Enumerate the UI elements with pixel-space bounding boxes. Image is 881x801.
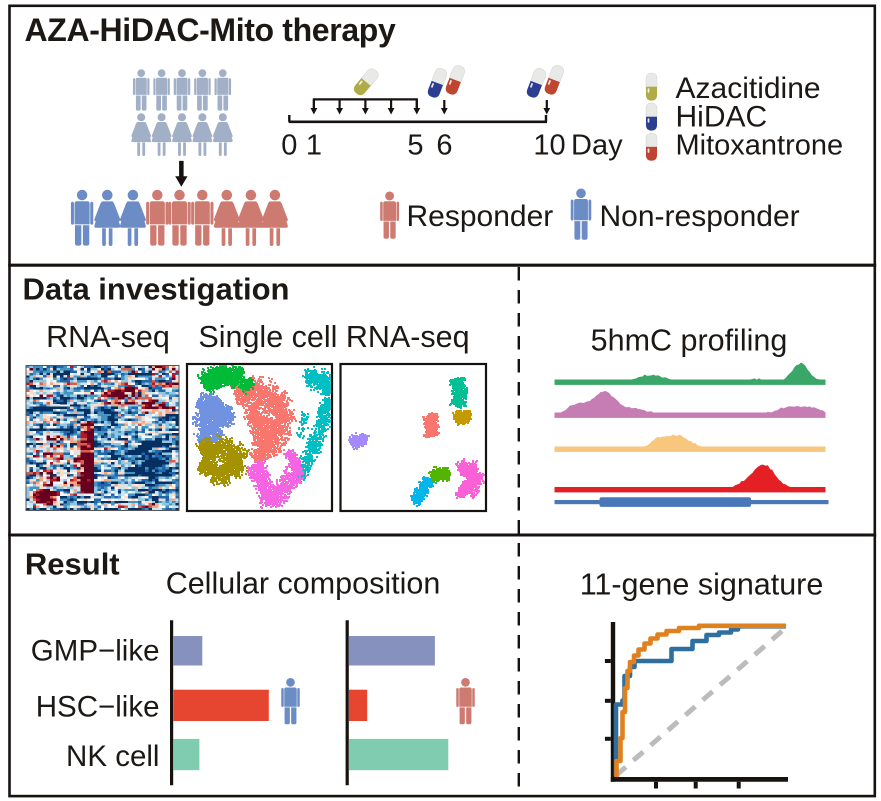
svg-text:Day: Day [571,130,623,162]
svg-text:Cellular composition: Cellular composition [166,567,441,601]
svg-text:HiDAC: HiDAC [676,101,768,134]
svg-text:AZA-HiDAC-Mito therapy: AZA-HiDAC-Mito therapy [25,12,396,48]
svg-text:0: 0 [281,130,297,162]
svg-text:Non-responder: Non-responder [600,200,800,233]
svg-text:10: 10 [533,130,565,162]
svg-text:5: 5 [407,130,423,162]
svg-text:Mitoxantrone: Mitoxantrone [676,130,844,162]
svg-text:NK cell: NK cell [66,740,159,773]
svg-text:1: 1 [306,130,322,162]
svg-text:GMP−like: GMP−like [31,635,160,668]
svg-text:6: 6 [436,130,452,162]
svg-text:Single cell RNA-seq: Single cell RNA-seq [198,320,469,354]
svg-text:11-gene signature: 11-gene signature [580,568,824,602]
svg-text:HSC−like: HSC−like [36,691,160,724]
svg-text:Result: Result [25,547,120,582]
svg-text:Azacitidine: Azacitidine [676,72,821,105]
svg-text:5hmC profiling: 5hmC profiling [591,324,788,358]
svg-text:RNA-seq: RNA-seq [46,320,170,354]
svg-text:Responder: Responder [407,200,554,233]
svg-text:Data investigation: Data investigation [23,272,290,307]
